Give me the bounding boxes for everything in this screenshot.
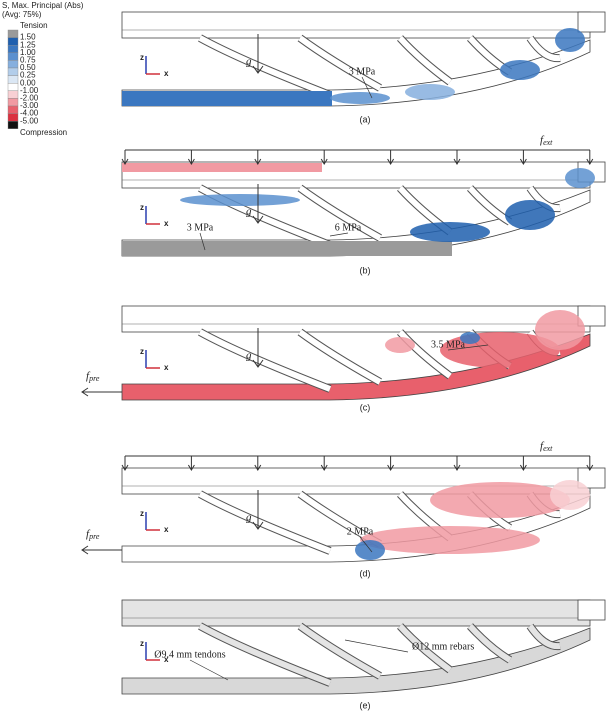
legend-swatch <box>8 30 18 38</box>
f-pre-label: fpre <box>86 370 100 383</box>
stress-region <box>500 60 540 80</box>
strut <box>470 188 510 222</box>
legend-swatch <box>8 45 18 53</box>
f-pre-label: fpre <box>86 528 100 541</box>
legend-swatch <box>8 98 18 106</box>
annotation: Ø12 mm rebars <box>412 641 474 652</box>
axis-label: x <box>164 363 169 372</box>
strut <box>300 38 380 88</box>
gravity-label: g <box>246 512 252 524</box>
annotation: 3 MPa <box>349 66 376 77</box>
axis-label: x <box>164 525 169 534</box>
annotation: 6 MPa <box>335 222 362 233</box>
top-slab <box>122 306 590 332</box>
stress-region <box>565 168 595 188</box>
legend-swatch <box>8 91 18 99</box>
page: {"legend": {"title": "S, Max. Principal … <box>0 0 608 716</box>
legend-swatch <box>8 38 18 46</box>
stress-region <box>410 222 490 242</box>
axis-label: z <box>140 53 144 62</box>
f-ext-label: fext <box>540 440 553 453</box>
stress-region <box>330 92 390 104</box>
legend-swatch <box>8 114 18 122</box>
legend-swatch <box>8 106 18 114</box>
stress-region <box>505 200 555 230</box>
panel-label: (c) <box>360 402 371 412</box>
gravity-label: g <box>246 206 252 218</box>
panel-label: (d) <box>360 568 371 578</box>
annotation: 3.5 MPa <box>431 339 465 350</box>
legend-swatch <box>8 53 18 61</box>
axis-label: x <box>164 219 169 228</box>
legend-swatch <box>8 121 18 129</box>
axis-label: z <box>140 347 144 356</box>
strut <box>300 332 380 382</box>
axis-label: x <box>164 69 169 78</box>
f-pre-sub: pre <box>88 374 100 383</box>
annotation: Ø9.4 mm tendons <box>154 649 225 660</box>
figure: S, Max. Principal (Abs)(Avg: 75%) Tension… <box>0 0 608 716</box>
top-slab <box>122 12 590 38</box>
legend-level: -5.00 <box>20 116 39 125</box>
f-ext-sub: ext <box>543 138 553 147</box>
top-slab <box>122 600 590 626</box>
legend-top: Tension <box>20 21 48 30</box>
legend-swatch <box>8 60 18 68</box>
legend-swatch <box>8 68 18 76</box>
strut <box>300 626 380 676</box>
end-block <box>578 600 605 620</box>
stress-region <box>385 337 415 353</box>
stress-region <box>122 91 332 106</box>
strut <box>400 38 450 82</box>
legend-title: S, Max. Principal (Abs) <box>2 1 84 10</box>
strut <box>530 626 560 646</box>
stress-region <box>535 310 585 350</box>
annotation: 3 MPa <box>187 222 214 233</box>
panel-label: (a) <box>360 114 371 124</box>
f-ext-sub: ext <box>543 444 553 453</box>
strut <box>470 626 510 660</box>
legend-bottom: Compression <box>20 128 67 137</box>
axis-label: z <box>140 639 144 648</box>
gravity-label: g <box>246 350 252 362</box>
legend-swatch <box>8 83 18 91</box>
stress-region <box>180 194 300 206</box>
annotation-leader <box>345 640 408 652</box>
stress-region <box>430 482 570 518</box>
legend-swatch <box>8 76 18 84</box>
annotation-leader <box>330 233 348 236</box>
stress-region <box>550 480 590 510</box>
panel-label: (b) <box>360 265 371 275</box>
gravity-label: g <box>246 56 252 68</box>
annotation-leader <box>190 660 228 680</box>
stress-region <box>122 241 452 256</box>
stress-region <box>405 84 455 100</box>
axis-label: z <box>140 203 144 212</box>
stress-region <box>122 163 322 172</box>
end-block <box>578 12 605 32</box>
stress-region <box>360 526 540 554</box>
annotation: 2 MPa <box>347 526 374 537</box>
stress-region <box>555 28 585 52</box>
panel-label: (e) <box>360 700 371 710</box>
axis-label: z <box>140 509 144 518</box>
legend-subtitle: (Avg: 75%) <box>2 10 42 19</box>
f-ext-label: fext <box>540 134 553 147</box>
f-pre-sub: pre <box>88 532 100 541</box>
